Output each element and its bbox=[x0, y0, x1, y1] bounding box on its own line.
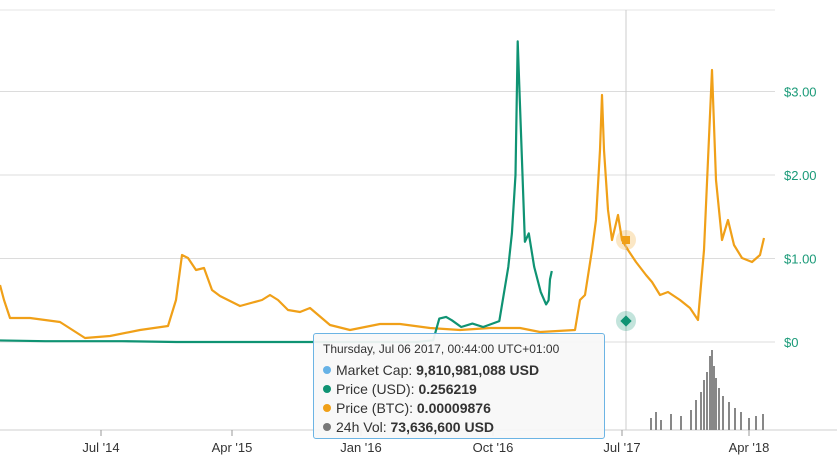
volume-bar bbox=[700, 392, 702, 430]
y-tick-label: $1.00 bbox=[784, 252, 817, 267]
tooltip-row-market-cap: Market Cap: 9,810,981,088 USD bbox=[323, 361, 604, 380]
x-axis: Jul '14 Apr '15 Jan '16 Oct '16 Jul '17 Apr '… bbox=[82, 430, 769, 455]
volume-bar bbox=[713, 366, 715, 430]
btc-marker bbox=[622, 236, 630, 244]
x-tick-label: Apr '18 bbox=[729, 440, 770, 455]
price-usd-dot-icon bbox=[323, 385, 331, 393]
volume-bar bbox=[703, 380, 705, 430]
volume-bar bbox=[655, 412, 657, 430]
volume-dot-icon bbox=[323, 423, 331, 431]
btc-line bbox=[0, 68, 766, 340]
x-tick-label: Jul '17 bbox=[603, 440, 640, 455]
volume-bar bbox=[680, 416, 682, 430]
volume-bar bbox=[718, 388, 720, 430]
volume-bar bbox=[670, 414, 672, 430]
volume-bar bbox=[711, 350, 713, 430]
volume-bar bbox=[660, 420, 662, 430]
volume-bar bbox=[690, 410, 692, 430]
volume-bar bbox=[650, 418, 652, 430]
x-tick-label: Apr '15 bbox=[212, 440, 253, 455]
usd-series bbox=[0, 40, 553, 344]
x-tick-label: Oct '16 bbox=[473, 440, 514, 455]
tooltip-row-price-btc: Price (BTC): 0.00009876 bbox=[323, 399, 604, 418]
volume-bar bbox=[706, 372, 708, 430]
y-tick-label: $3.00 bbox=[784, 85, 817, 100]
volume-bar bbox=[715, 378, 717, 430]
y-tick-label: $0 bbox=[784, 335, 798, 350]
volume-bar bbox=[734, 408, 736, 430]
tooltip-row-price-usd: Price (USD): 0.256219 bbox=[323, 380, 604, 399]
tooltip: Thursday, Jul 06 2017, 00:44:00 UTC+01:0… bbox=[313, 333, 605, 439]
usd-marker bbox=[620, 315, 632, 327]
volume-bar bbox=[709, 356, 711, 430]
tooltip-row-volume: 24h Vol: 73,636,600 USD bbox=[323, 418, 604, 437]
x-tick-label: Jul '14 bbox=[82, 440, 119, 455]
volume-bars bbox=[650, 350, 764, 430]
volume-bar bbox=[695, 400, 697, 430]
hover-crosshair bbox=[616, 10, 636, 430]
volume-bar bbox=[722, 396, 724, 430]
x-tick-label: Jan '16 bbox=[340, 440, 382, 455]
volume-bar bbox=[762, 414, 764, 430]
volume-bar bbox=[728, 402, 730, 430]
usd-line bbox=[0, 40, 553, 344]
tooltip-title: Thursday, Jul 06 2017, 00:44:00 UTC+01:0… bbox=[323, 342, 560, 356]
volume-bar bbox=[755, 416, 757, 430]
btc-series bbox=[0, 68, 766, 340]
volume-bar bbox=[748, 418, 750, 430]
market-cap-dot-icon bbox=[323, 366, 331, 374]
volume-bar bbox=[740, 412, 742, 430]
price-btc-dot-icon bbox=[323, 404, 331, 412]
y-tick-label: $2.00 bbox=[784, 168, 817, 183]
y-axis: $3.00 $2.00 $1.00 $0 bbox=[784, 85, 817, 351]
